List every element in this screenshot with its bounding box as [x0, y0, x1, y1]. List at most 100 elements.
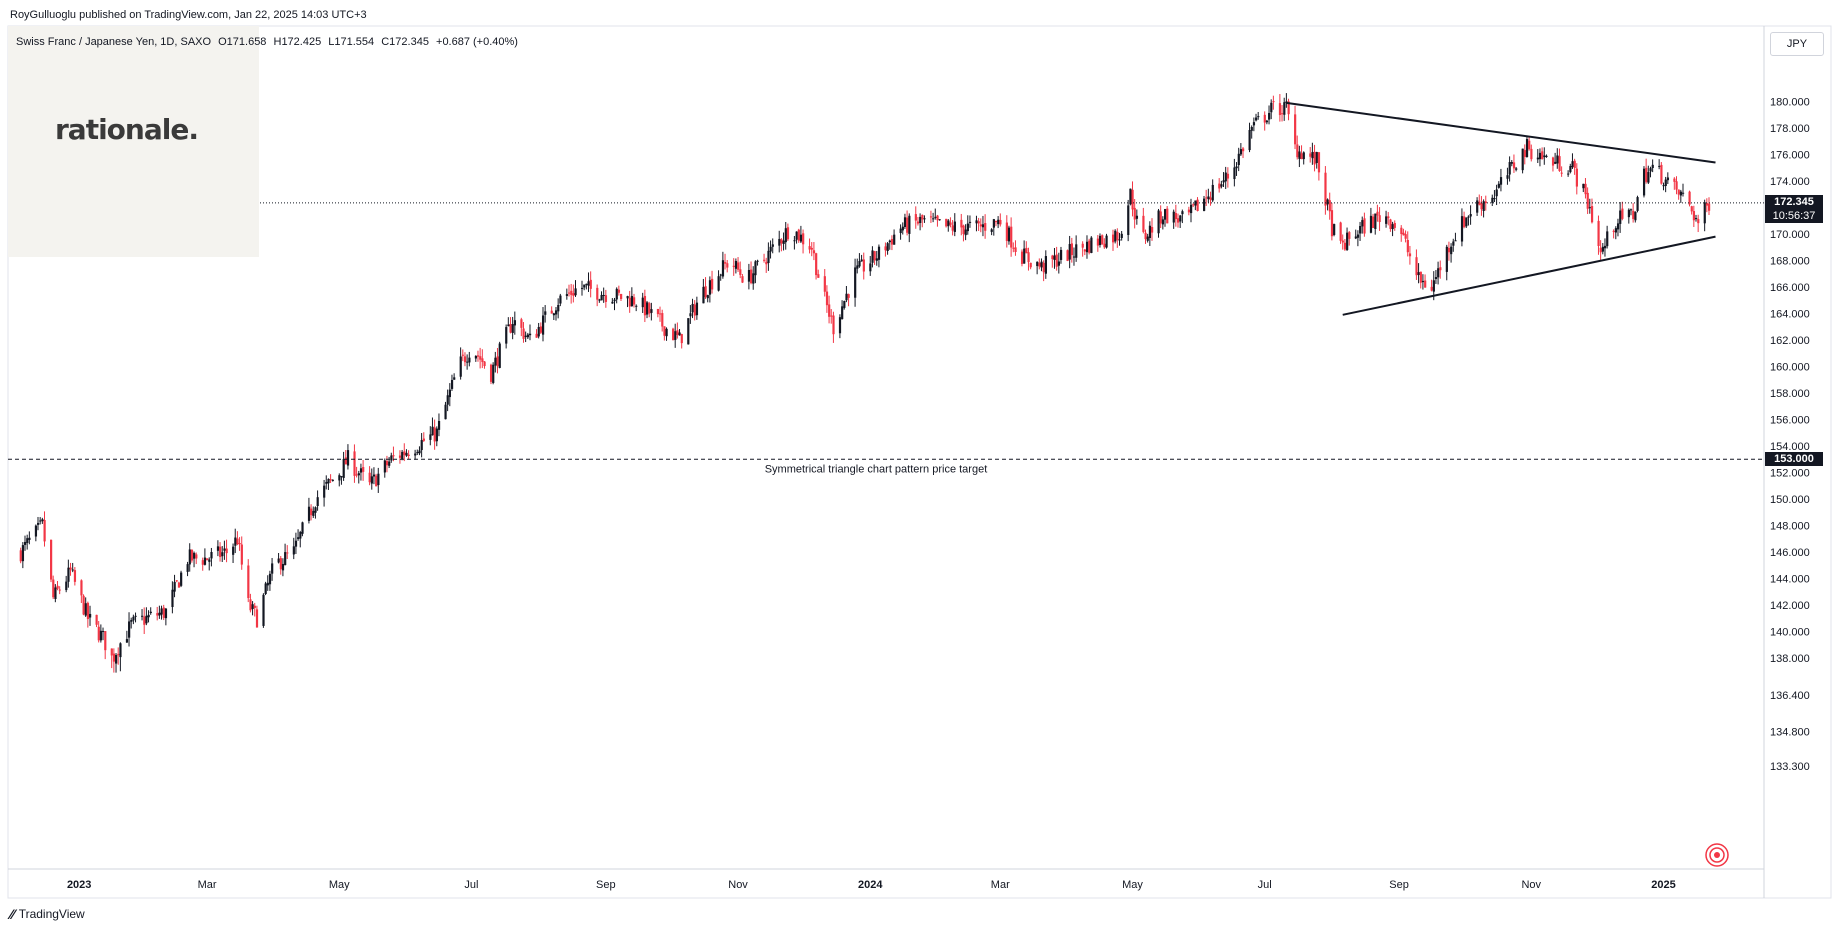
triangle-trendline[interactable] [1342, 235, 1716, 316]
candle-body [1705, 203, 1709, 206]
candle-body [323, 485, 326, 498]
candle-body [828, 304, 831, 317]
candle-body [1268, 113, 1271, 120]
candle-body [1144, 232, 1147, 240]
candle-body [1588, 207, 1591, 209]
candle-body [968, 221, 972, 223]
candle-body [1567, 173, 1570, 175]
replay-icon[interactable] [1705, 843, 1729, 867]
candle-body [875, 258, 878, 261]
candle-body [817, 274, 820, 278]
candle-body [951, 225, 954, 231]
price-target-label: Symmetrical triangle chart pattern price… [765, 463, 988, 475]
candle-body [1042, 262, 1045, 273]
candle-body [793, 240, 796, 242]
candle-body [557, 304, 560, 312]
candle-body [312, 510, 315, 516]
candle-body [1454, 240, 1457, 242]
candle-body [1417, 272, 1420, 276]
candle-body [444, 404, 447, 420]
currency-button[interactable]: JPY [1770, 32, 1824, 56]
candle-body [95, 614, 98, 625]
candle-body [1493, 198, 1496, 200]
candle-body [277, 558, 280, 563]
candle-body [190, 549, 194, 561]
candle-body [1248, 130, 1251, 151]
candle-body [1408, 253, 1412, 257]
candle-body [1597, 220, 1600, 247]
candle-body [1530, 148, 1533, 160]
candle-body [405, 452, 408, 456]
candle-body [1059, 249, 1063, 260]
candle-body [581, 287, 584, 289]
candle-body [1070, 243, 1074, 256]
footer-brand[interactable]: ⁄⁄ TradingView [10, 906, 85, 922]
candle-body [1023, 248, 1026, 264]
candle-body [691, 303, 694, 313]
candle-body [1036, 262, 1039, 267]
candle-body [1545, 155, 1548, 157]
candle-body [992, 219, 995, 228]
candle-body [1311, 151, 1314, 159]
time-axis[interactable]: 2023 Mar May Jul Sep Nov 2024 Mar May Jul Sep Nov 20… [67, 879, 1676, 891]
candle-body [596, 287, 599, 300]
candle-body [1172, 211, 1175, 223]
candle-body [676, 330, 679, 335]
candle-body [498, 343, 501, 368]
candle-body [953, 221, 956, 232]
candle-body [446, 395, 449, 405]
candle-body [1114, 230, 1117, 242]
candle-body [1101, 235, 1104, 245]
candle-body [1430, 286, 1433, 291]
candle-body [494, 357, 497, 366]
candle-body [489, 364, 493, 382]
candle-body [763, 259, 766, 261]
candle-body [535, 333, 538, 338]
candle-body [84, 603, 87, 616]
candle-body [1569, 166, 1572, 173]
candle-body [1339, 222, 1342, 241]
candle-body [89, 613, 92, 618]
candle-body [1007, 227, 1011, 242]
candle-body [984, 223, 987, 231]
candle-body [340, 476, 343, 478]
candle-body [418, 450, 421, 454]
candle-body [1612, 230, 1615, 232]
candle-body [674, 331, 677, 340]
candle-body [1326, 199, 1329, 205]
candle-body [69, 567, 72, 570]
candle-body [526, 334, 530, 338]
candle-body [611, 301, 614, 304]
candle-body [160, 608, 163, 615]
candle-body [1096, 238, 1100, 246]
candle-body [574, 288, 577, 296]
symbol-legend[interactable]: Swiss Franc / Japanese Yen, 1D, SAXO O17… [16, 36, 522, 48]
candle-body [1452, 241, 1455, 246]
candle-body [249, 599, 252, 611]
candle-body [672, 328, 675, 341]
candle-body [702, 286, 705, 304]
candle-body [1688, 191, 1691, 205]
candle-body [403, 451, 406, 456]
candle-body [422, 438, 425, 441]
candle-body [1495, 189, 1498, 197]
time-tick-label: Jul [464, 879, 478, 891]
candle-body [587, 281, 590, 286]
candle-body [1690, 206, 1693, 212]
candle-body [1300, 153, 1303, 160]
candle-body [377, 473, 380, 486]
candle-body [1632, 210, 1635, 219]
time-tick-label: May [329, 879, 350, 891]
candle-body [180, 572, 183, 586]
candle-body [26, 538, 29, 543]
candle-body [960, 219, 963, 228]
candle-body [1621, 208, 1624, 219]
candle-body [522, 328, 525, 339]
candle-body [646, 302, 649, 315]
candle-body [177, 582, 181, 588]
candle-body [284, 552, 287, 566]
triangle-trendline[interactable] [1286, 101, 1716, 164]
candle-body [219, 546, 222, 558]
candle-body [338, 475, 341, 481]
